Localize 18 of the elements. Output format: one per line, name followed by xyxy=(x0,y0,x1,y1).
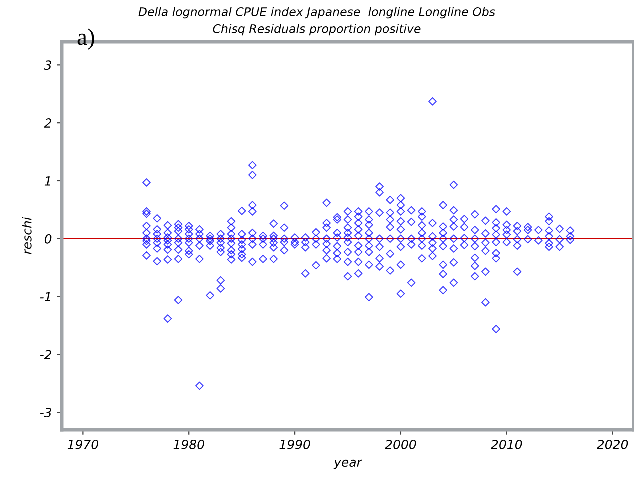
y-tick-label: 3 xyxy=(44,60,52,70)
annotation: a) xyxy=(78,28,94,50)
y-tick-label: -1 xyxy=(40,292,50,302)
y-axis-title: reschi xyxy=(22,217,32,254)
y-tick-label: 0 xyxy=(44,234,52,244)
x-tick-label: 2000 xyxy=(385,440,416,450)
chart-subtitle: Chisq Residuals proportion positive xyxy=(213,24,421,36)
y-tick-label: 1 xyxy=(44,176,50,186)
x-tick-label: 1970 xyxy=(68,440,98,450)
x-tick-label: 1980 xyxy=(174,440,204,450)
x-tick-label: 2020 xyxy=(596,440,628,450)
y-tick-label: 2 xyxy=(44,118,52,128)
x-axis-title: year xyxy=(334,460,363,470)
x-tick-label: 2010 xyxy=(491,440,522,450)
x-tick-label: 1990 xyxy=(280,440,310,450)
y-tick-label: -2 xyxy=(40,350,52,360)
y-tick-label: -3 xyxy=(40,408,52,418)
chart-title: Della lognormal CPUE index Japanese longline Longline Obs xyxy=(138,7,496,19)
